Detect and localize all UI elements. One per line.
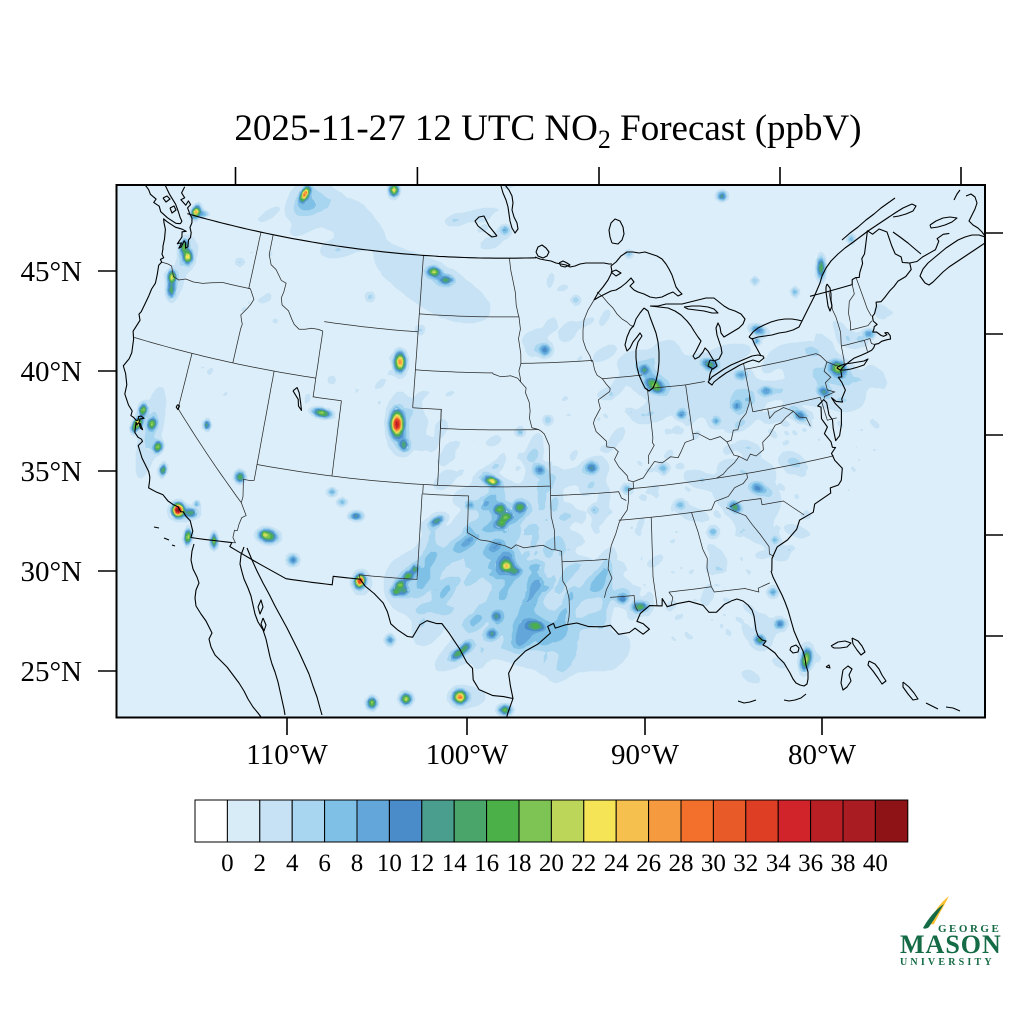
svg-text:80°W: 80°W (788, 739, 857, 771)
svg-text:38: 38 (831, 850, 856, 877)
svg-text:4: 4 (286, 850, 299, 877)
svg-text:45°N: 45°N (20, 256, 82, 288)
svg-text:2025-11-27 12 UTC NO2 Forecast: 2025-11-27 12 UTC NO2 Forecast (ppbV) (234, 108, 861, 154)
svg-text:28: 28 (669, 850, 694, 877)
svg-text:2: 2 (254, 850, 267, 877)
svg-text:32: 32 (733, 850, 758, 877)
svg-text:30: 30 (701, 850, 726, 877)
svg-text:25°N: 25°N (20, 656, 82, 688)
svg-text:35°N: 35°N (20, 456, 82, 488)
svg-text:18: 18 (507, 850, 532, 877)
svg-text:110°W: 110°W (246, 739, 328, 771)
svg-text:14: 14 (442, 850, 468, 877)
svg-text:GEORGE: GEORGE (938, 923, 1001, 935)
svg-text:36: 36 (798, 850, 823, 877)
svg-text:30°N: 30°N (20, 556, 82, 588)
svg-text:100°W: 100°W (426, 739, 509, 771)
svg-text:6: 6 (318, 850, 331, 877)
svg-text:MASON: MASON (900, 930, 1002, 959)
svg-text:20: 20 (539, 850, 564, 877)
svg-text:40°N: 40°N (20, 356, 82, 388)
svg-text:22: 22 (571, 850, 596, 877)
svg-text:10: 10 (377, 850, 402, 877)
svg-text:12: 12 (409, 850, 434, 877)
svg-text:34: 34 (766, 850, 792, 877)
svg-text:90°W: 90°W (611, 739, 680, 771)
svg-text:UNIVERSITY: UNIVERSITY (900, 957, 995, 968)
svg-text:24: 24 (604, 850, 630, 877)
svg-text:26: 26 (636, 850, 661, 877)
svg-text:0: 0 (221, 850, 234, 877)
svg-text:8: 8 (351, 850, 364, 877)
svg-text:16: 16 (474, 850, 499, 877)
svg-text:40: 40 (863, 850, 888, 877)
